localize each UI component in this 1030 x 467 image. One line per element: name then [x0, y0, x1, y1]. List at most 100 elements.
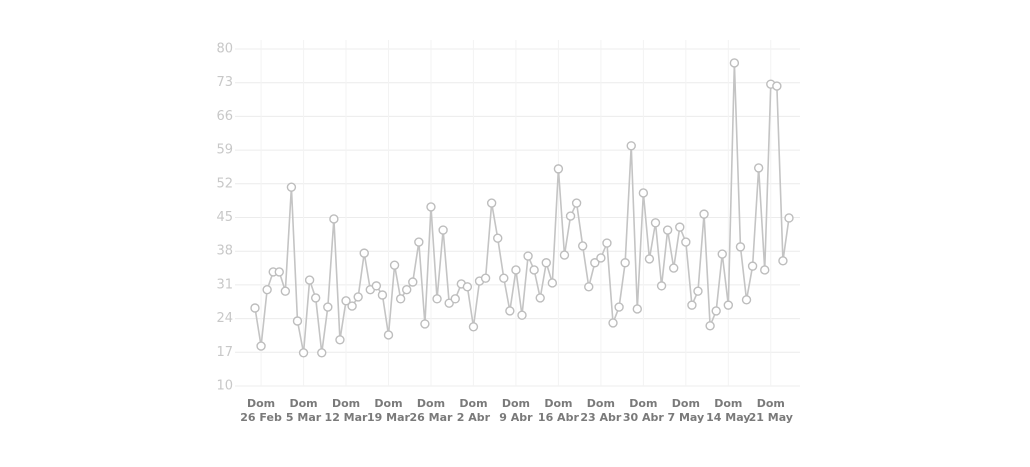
data-point	[547, 278, 558, 288]
data-point	[626, 141, 636, 151]
data-point	[389, 260, 400, 270]
data-point	[517, 310, 527, 320]
y-tick-label: 59	[216, 143, 233, 158]
x-tick-label: Dom	[544, 397, 572, 410]
data-point	[638, 188, 649, 198]
data-point	[590, 258, 600, 268]
data-point	[505, 306, 515, 316]
data-point	[699, 209, 709, 219]
data-point	[335, 335, 345, 345]
data-point	[468, 322, 479, 332]
data-point	[553, 164, 564, 174]
data-point	[486, 198, 497, 208]
y-tick-label: 38	[216, 244, 233, 259]
data-point	[541, 258, 551, 268]
data-point	[317, 348, 327, 358]
x-tick-label: 26 Feb	[240, 411, 282, 424]
data-point	[687, 300, 697, 310]
y-tick-label: 73	[216, 75, 233, 90]
data-point	[784, 213, 794, 223]
x-tick-label: Dom	[502, 397, 530, 410]
y-tick-label: 45	[216, 210, 233, 225]
data-point	[402, 285, 412, 295]
x-tick-label: Dom	[374, 397, 402, 410]
data-point	[577, 241, 588, 251]
data-point	[323, 302, 333, 312]
data-point	[662, 225, 673, 235]
data-point	[480, 273, 491, 283]
x-tick-label: 26 Mar	[410, 411, 454, 424]
data-point	[565, 211, 576, 221]
data-point	[711, 306, 721, 316]
data-point	[772, 81, 782, 91]
data-point	[262, 285, 272, 295]
data-point	[395, 294, 406, 304]
data-point	[280, 286, 291, 296]
x-tick-label: 2 Abr	[457, 411, 491, 424]
data-point	[304, 275, 315, 285]
data-point	[650, 218, 661, 228]
y-tick-label: 24	[216, 311, 233, 326]
x-tick-label: Dom	[459, 397, 487, 410]
x-tick-label: 7 May	[667, 411, 704, 424]
x-tick-label: Dom	[672, 397, 700, 410]
data-point	[310, 293, 321, 303]
data-point	[735, 242, 746, 252]
data-point	[450, 294, 460, 304]
data-point	[535, 293, 545, 303]
data-point	[329, 214, 339, 224]
data-point	[705, 321, 715, 331]
y-tick-label: 17	[216, 345, 233, 360]
x-tick-label: 21 May	[749, 411, 793, 424]
data-point	[292, 316, 303, 326]
data-point	[383, 330, 394, 340]
x-tick-label: Dom	[289, 397, 317, 410]
data-point	[274, 267, 284, 277]
data-point	[408, 277, 418, 287]
data-point	[778, 256, 788, 266]
data-point	[420, 319, 430, 329]
data-point	[353, 292, 363, 302]
y-tick-label: 52	[216, 176, 233, 191]
data-point	[760, 265, 770, 275]
data-point	[438, 225, 448, 235]
x-tick-label: 19 Mar	[367, 411, 411, 424]
data-point	[493, 233, 503, 243]
data-point	[753, 163, 764, 173]
data-point	[256, 341, 266, 351]
data-point	[741, 295, 752, 305]
x-tick-label: Dom	[247, 397, 275, 410]
x-tick-label: Dom	[587, 397, 615, 410]
data-point	[729, 58, 740, 68]
x-tick-label: 5 Mar	[286, 411, 322, 424]
data-point	[462, 282, 473, 292]
data-point	[675, 222, 685, 232]
y-tick-label: 80	[216, 42, 233, 57]
x-tick-label: 12 Mar	[325, 411, 369, 424]
data-point	[432, 294, 442, 304]
data-point	[644, 254, 655, 264]
data-point	[341, 296, 351, 306]
data-point	[371, 281, 382, 291]
x-tick-label: Dom	[332, 397, 360, 410]
data-point	[614, 302, 624, 312]
data-point	[559, 250, 570, 260]
x-tick-label: Dom	[757, 397, 785, 410]
data-point	[377, 290, 388, 300]
data-point	[359, 248, 369, 258]
data-point	[529, 265, 539, 275]
data-point	[681, 237, 691, 247]
x-tick-label: 9 Abr	[499, 411, 533, 424]
x-tick-label: Dom	[629, 397, 657, 410]
data-point	[347, 301, 357, 311]
data-point	[596, 253, 606, 263]
data-point	[298, 348, 309, 358]
data-point	[656, 281, 667, 291]
data-point	[414, 237, 424, 247]
x-tick-label: Dom	[714, 397, 742, 410]
data-point	[723, 300, 734, 310]
data-point	[620, 258, 630, 268]
data-point	[250, 303, 260, 313]
data-point	[632, 304, 642, 314]
data-point	[608, 318, 618, 328]
